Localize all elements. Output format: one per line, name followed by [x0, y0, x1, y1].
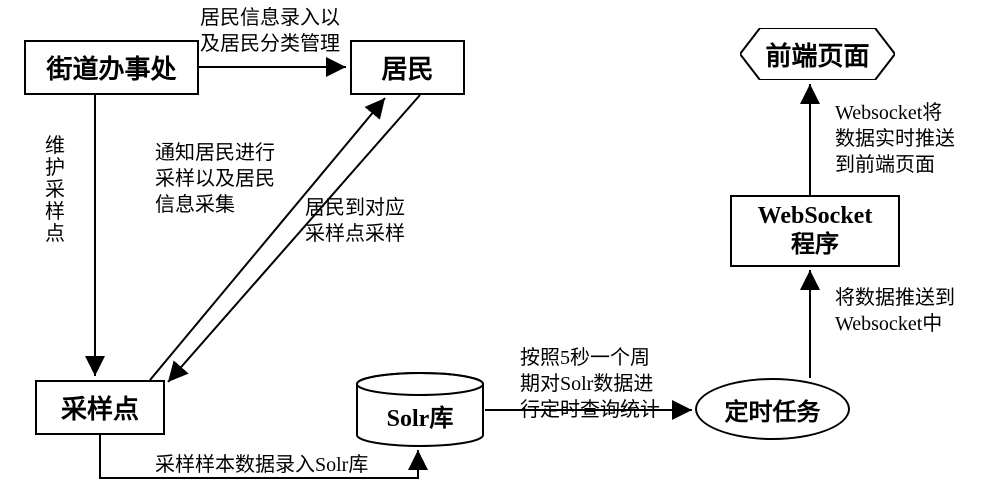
node-solr-db: Solr库	[355, 372, 485, 447]
edge-label-notify: 通知居民进行 采样以及居民 信息采集	[155, 140, 275, 218]
node-resident: 居民	[350, 40, 465, 95]
edge-label-5sec: 按照5秒一个周 期对Solr数据进 行定时查询统计	[520, 345, 660, 423]
edge-label-input-mgmt: 居民信息录入以 及居民分类管理	[200, 5, 340, 57]
node-label: Solr库	[355, 398, 485, 433]
edge-label-goto-sample: 居民到对应 采样点采样	[305, 195, 405, 247]
node-sampling-point: 采样点	[35, 380, 165, 435]
edge-label-push-ws: 将数据推送到 Websocket中	[835, 285, 955, 337]
node-label: 定时任务	[725, 392, 821, 427]
node-label: 采样点	[61, 389, 139, 426]
node-websocket: WebSocket 程序	[730, 195, 900, 267]
edge-label-to-solr: 采样样本数据录入Solr库	[155, 452, 368, 478]
edge-label-ws-frontend: Websocket将 数据实时推送 到前端页面	[835, 100, 955, 178]
node-street-office: 街道办事处	[24, 40, 199, 95]
edge-label-maintain: 维 护 采 样 点	[45, 135, 67, 245]
node-label: 街道办事处	[46, 49, 176, 86]
node-timed-task: 定时任务	[695, 378, 850, 440]
node-label: 居民	[381, 49, 433, 86]
node-label: WebSocket 程序	[758, 202, 873, 260]
node-frontend: 前端页面	[740, 28, 895, 80]
node-label: 前端页面	[740, 28, 895, 80]
